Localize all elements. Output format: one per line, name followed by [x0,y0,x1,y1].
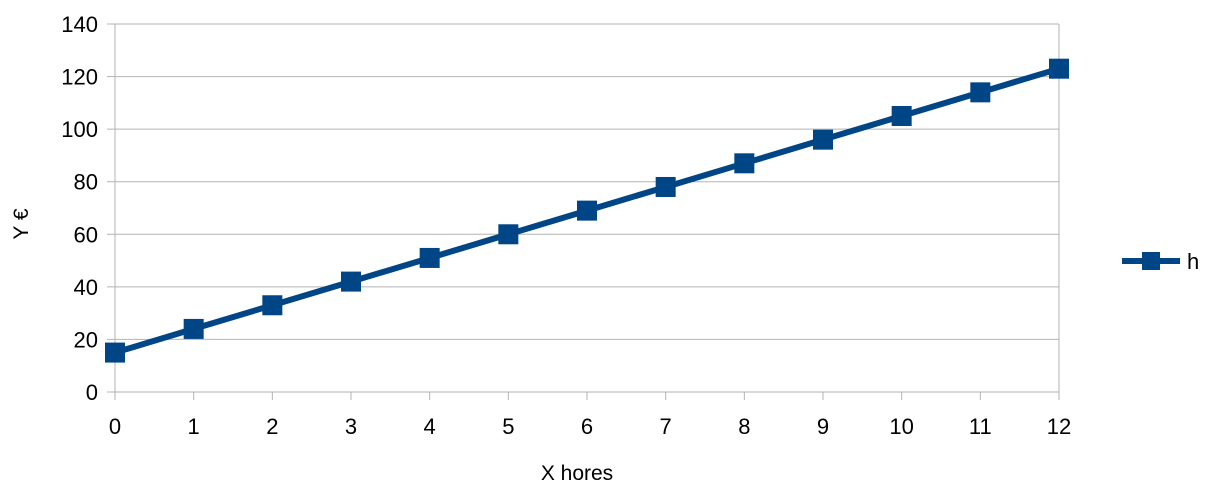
data-point-h-2 [262,295,283,316]
gridlines [115,23,1059,340]
y-tick-label-120: 120 [61,65,98,90]
x-tick-label-8: 8 [738,414,750,439]
x-tick-label-3: 3 [345,414,357,439]
data-point-h-12 [1049,58,1069,79]
data-point-h-5 [498,224,519,245]
legend-marker-h [1142,252,1160,270]
axes [107,23,1060,400]
x-axis-title: X hores [541,462,613,482]
y-tick-label-0: 0 [86,380,98,405]
data-point-h-4 [419,247,440,268]
x-tick-label-6: 6 [581,414,593,439]
x-tick-label-2: 2 [266,414,278,439]
legend: h [1122,249,1199,274]
y-tick-label-40: 40 [74,275,98,300]
data-point-h-6 [577,200,597,221]
x-tick-label-4: 4 [424,414,436,439]
data-point-h-10 [891,106,912,126]
data-series [105,58,1069,363]
x-tick-label-0: 0 [109,414,121,439]
x-tick-label-1: 1 [188,414,200,439]
data-point-h-0 [105,342,125,363]
data-point-h-11 [970,82,991,103]
y-tick-label-20: 20 [74,327,98,352]
y-tick-label-80: 80 [74,170,98,195]
x-tick-label-12: 12 [1047,414,1071,439]
data-point-h-8 [734,153,755,174]
data-point-h-1 [183,318,204,339]
data-point-h-7 [655,176,676,197]
y-axis-title: Y € [10,208,33,239]
y-tick-label-140: 140 [61,12,98,37]
data-point-h-3 [341,271,361,292]
legend-label-h: h [1187,249,1199,274]
x-tick-label-9: 9 [817,414,829,439]
x-tick-label-5: 5 [502,414,514,439]
x-tick-label-10: 10 [889,414,913,439]
data-point-h-9 [813,129,833,150]
x-tick-label-7: 7 [660,414,672,439]
y-tick-label-100: 100 [61,117,98,142]
x-tick-label-11: 11 [969,414,992,439]
y-tick-label-60: 60 [74,222,98,247]
